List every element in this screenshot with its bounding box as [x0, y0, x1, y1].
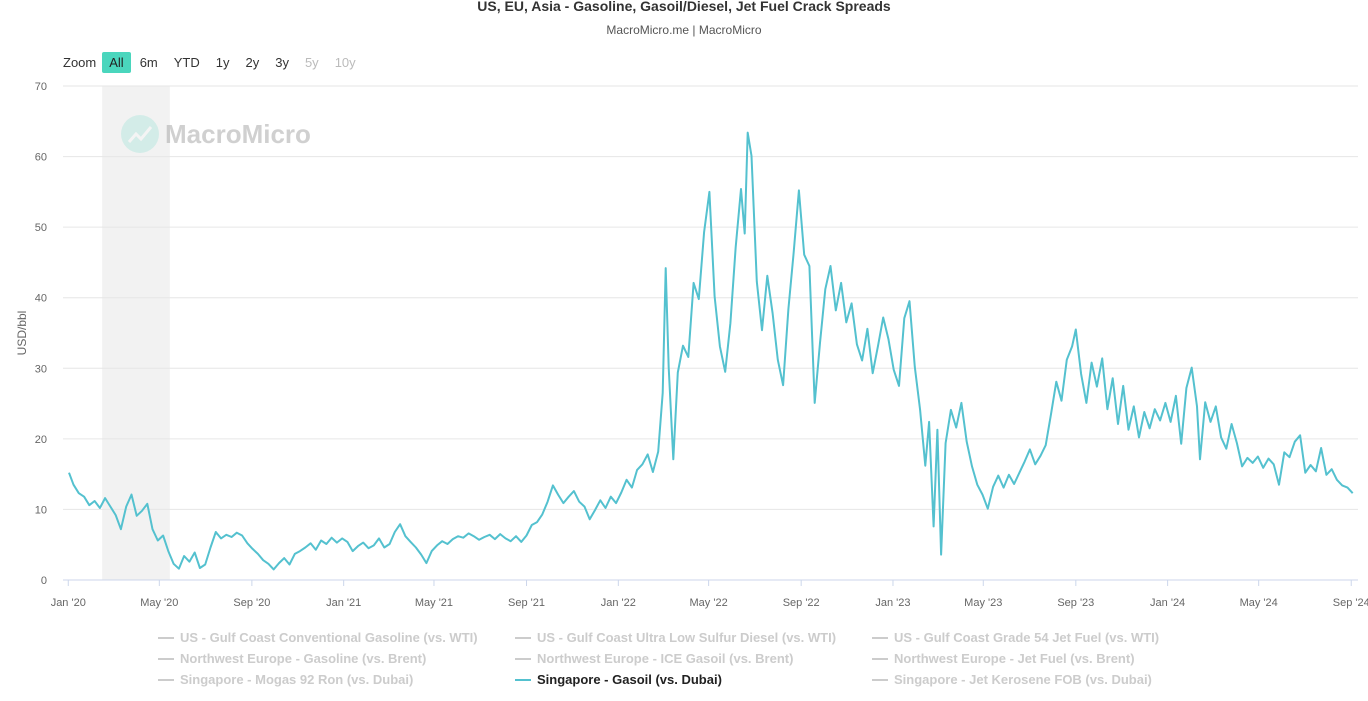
watermark-icon: [121, 115, 159, 153]
x-tick-label: May '21: [415, 597, 453, 609]
legend-item-nwe-gasoil[interactable]: Northwest Europe - ICE Gasoil (vs. Brent…: [515, 651, 793, 666]
watermark-text: MacroMicro: [165, 119, 311, 149]
x-tick-label: May '24: [1240, 597, 1278, 609]
y-tick-label: 0: [41, 575, 47, 587]
x-tick-label: Sep '22: [783, 597, 820, 609]
legend-swatch: [515, 636, 531, 639]
x-tick-label: Jan '24: [1150, 597, 1185, 609]
zoom-5y-button: 5y: [304, 55, 319, 70]
legend-item-sg-mogas[interactable]: Singapore - Mogas 92 Ron (vs. Dubai): [158, 672, 413, 687]
y-tick-label: 70: [35, 81, 47, 93]
y-tick-label: 60: [35, 152, 47, 164]
x-tick-label: Jan '21: [326, 597, 361, 609]
legend-swatch: [515, 657, 531, 660]
legend-label: US - Gulf Coast Grade 54 Jet Fuel (vs. W…: [894, 630, 1160, 645]
chart-title: US, EU, Asia - Gasoline, Gasoil/Diesel, …: [477, 0, 891, 14]
shaded-band: [102, 86, 170, 580]
zoom-bar: Zoom All 6m YTD 1y 2y 3y 5y 10y: [63, 52, 365, 73]
x-tick-label: May '23: [964, 597, 1002, 609]
legend-swatch: [872, 636, 888, 639]
legend-swatch: [158, 636, 174, 639]
y-tick-label: 30: [35, 363, 47, 375]
zoom-all-button[interactable]: All: [102, 52, 131, 73]
legend-label: Singapore - Mogas 92 Ron (vs. Dubai): [180, 672, 414, 687]
y-tick-label: 50: [35, 222, 47, 234]
legend-swatch: [515, 678, 531, 681]
x-tick-label: Jan '20: [51, 597, 86, 609]
zoom-10y-button: 10y: [334, 55, 356, 70]
x-tick-label: Sep '23: [1057, 597, 1094, 609]
legend-swatch: [158, 657, 174, 660]
zoom-2y-button[interactable]: 2y: [245, 55, 260, 70]
zoom-ytd-button[interactable]: YTD: [173, 55, 200, 70]
x-tick-label: May '20: [140, 597, 178, 609]
series-line-singapore-gasoil: [68, 131, 1354, 571]
legend-label: US - Gulf Coast Conventional Gasoline (v…: [180, 630, 478, 645]
legend-item-us-diesel[interactable]: US - Gulf Coast Ultra Low Sulfur Diesel …: [515, 630, 836, 645]
legend-swatch: [872, 657, 888, 660]
legend-label: Northwest Europe - Jet Fuel (vs. Brent): [894, 651, 1135, 666]
legend-item-sg-gasoil[interactable]: Singapore - Gasoil (vs. Dubai): [515, 672, 722, 687]
x-tick-label: Sep '24: [1333, 597, 1368, 609]
x-tick-label: Jan '23: [875, 597, 910, 609]
legend-label: Singapore - Gasoil (vs. Dubai): [537, 672, 722, 687]
chart-subtitle: MacroMicro.me | MacroMicro: [606, 23, 762, 37]
x-tick-label: Jan '22: [601, 597, 636, 609]
x-tick-label: Sep '20: [233, 597, 270, 609]
watermark-logo: [121, 115, 159, 153]
y-tick-label: 20: [35, 434, 47, 446]
y-tick-label: 10: [35, 504, 47, 516]
legend-swatch: [158, 678, 174, 681]
zoom-label: Zoom: [63, 55, 97, 70]
legend-swatch: [872, 678, 888, 681]
x-tick-label: Sep '21: [508, 597, 545, 609]
zoom-6m-button[interactable]: 6m: [139, 55, 158, 70]
zoom-3y-button[interactable]: 3y: [275, 55, 289, 70]
y-axis-title: USD/bbl: [15, 311, 29, 356]
y-tick-label: 40: [35, 293, 47, 305]
legend-item-us-jet-fuel[interactable]: US - Gulf Coast Grade 54 Jet Fuel (vs. W…: [872, 630, 1159, 645]
legend-item-us-gasoline[interactable]: US - Gulf Coast Conventional Gasoline (v…: [158, 630, 478, 645]
watermark-icon-stroke: [127, 126, 153, 143]
legend-label: Northwest Europe - ICE Gasoil (vs. Brent…: [537, 651, 794, 666]
legend-item-sg-jet-kerosene[interactable]: Singapore - Jet Kerosene FOB (vs. Dubai): [872, 672, 1152, 687]
legend-item-nwe-jet-fuel[interactable]: Northwest Europe - Jet Fuel (vs. Brent): [872, 651, 1135, 666]
x-tick-label: May '22: [690, 597, 728, 609]
legend-label: Singapore - Jet Kerosene FOB (vs. Dubai): [894, 672, 1152, 687]
zoom-1y-button[interactable]: 1y: [215, 55, 230, 70]
legend-label: US - Gulf Coast Ultra Low Sulfur Diesel …: [537, 630, 837, 645]
legend-label: Northwest Europe - Gasoline (vs. Brent): [180, 651, 427, 666]
legend-item-nwe-gasoline[interactable]: Northwest Europe - Gasoline (vs. Brent): [158, 651, 426, 666]
